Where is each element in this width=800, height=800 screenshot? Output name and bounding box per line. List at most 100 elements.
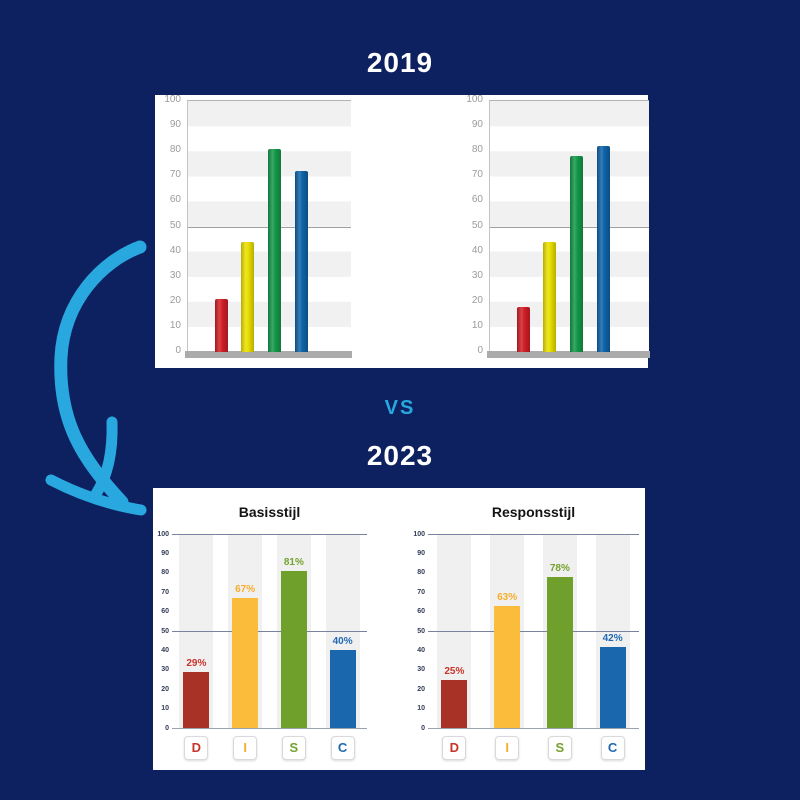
y-tick-label: 50 (161, 627, 169, 635)
plot-area (489, 100, 649, 352)
y-tick-label: 40 (417, 646, 425, 654)
y-tick-label: 100 (413, 530, 425, 538)
y-tick-label: 60 (169, 194, 181, 206)
y-tick-label: 70 (471, 169, 483, 181)
plot-area: 25% 63% 78% 42% (428, 534, 639, 729)
x-axis-baseline (487, 351, 650, 358)
bar-I (232, 598, 259, 728)
plot-area (187, 100, 351, 352)
bar-red (215, 299, 228, 352)
y-tick-label: 20 (417, 685, 425, 693)
y-tick-label: 80 (417, 569, 425, 577)
y-tick-label: 10 (169, 319, 181, 331)
y-tick-label: 60 (471, 194, 483, 206)
bar-column-I: 67% (221, 534, 270, 728)
chart-title: Responsstijl (491, 504, 576, 520)
y-tick-label: 90 (161, 549, 169, 557)
y-tick-label: 20 (169, 294, 181, 306)
bar-S (546, 576, 573, 728)
y-tick-label: 50 (169, 219, 181, 231)
arrow-head-barb-up (90, 416, 118, 500)
y-tick-label: 30 (161, 666, 169, 674)
y-tick-label: 90 (169, 119, 181, 131)
y-tick-label: 70 (161, 588, 169, 596)
bar-column-S: 78% (534, 534, 587, 728)
bar-yellow (241, 241, 254, 352)
y-tick-label: 100 (466, 94, 483, 105)
y-tick-label: 20 (161, 685, 169, 693)
y-axis: 100 90 80 70 60 50 40 30 20 10 0 (155, 95, 183, 368)
category-cell: D (428, 735, 481, 760)
bar-S (280, 570, 307, 728)
y-tick-label: 10 (161, 705, 169, 713)
bar-green (570, 156, 583, 352)
panel-2023-charts: Basisstijl 100 90 80 70 60 50 40 30 20 10 0 29% 67% 81… (153, 488, 645, 770)
heading-2019: 2019 (366, 47, 434, 78)
category-box-D: D (442, 735, 467, 760)
bar-value-label: 29% (186, 657, 207, 669)
y-tick-label: 60 (417, 608, 425, 616)
gridline-50 (172, 631, 367, 632)
y-tick-label: 70 (417, 588, 425, 596)
bar-red (517, 306, 530, 352)
x-axis-line (172, 728, 367, 729)
y-tick-label: 70 (169, 169, 181, 181)
bar-value-label: 42% (602, 632, 623, 644)
y-tick-label: 100 (157, 530, 169, 538)
y-tick-label: 100 (164, 94, 181, 105)
category-box-S: S (281, 735, 306, 760)
y-tick-label: 0 (165, 724, 169, 732)
gridline-50 (428, 631, 639, 632)
y-axis: 100 90 80 70 60 50 40 30 20 10 0 (457, 95, 485, 368)
gridline-100 (428, 534, 639, 535)
panel-2019-charts: 100 90 80 70 60 50 40 30 20 10 0 100 90 80 70 60 50 40 30… (155, 95, 651, 368)
category-cell: S (534, 735, 587, 760)
bar-blue (295, 171, 308, 352)
bar-value-label: 78% (549, 562, 570, 574)
category-cell: D (172, 735, 221, 760)
y-tick-label: 40 (471, 244, 483, 256)
y-tick-label: 0 (175, 345, 181, 356)
y-tick-label: 60 (161, 608, 169, 616)
category-box-D: D (184, 735, 209, 760)
category-box-I: I (233, 735, 258, 760)
bar-yellow (543, 241, 556, 352)
y-tick-label: 50 (417, 627, 425, 635)
category-cell: I (221, 735, 270, 760)
y-tick-label: 10 (417, 705, 425, 713)
x-axis-baseline (185, 351, 352, 358)
y-tick-label: 40 (169, 244, 181, 256)
bar-value-label: 81% (283, 556, 304, 568)
bar-blue (597, 146, 610, 352)
category-box-S: S (547, 735, 572, 760)
vs-label: VS (384, 397, 416, 419)
category-box-I: I (495, 735, 520, 760)
category-cell: I (481, 735, 534, 760)
bar-value-label: 40% (332, 636, 353, 648)
y-tick-label: 30 (417, 666, 425, 674)
chart-2019-right: 100 90 80 70 60 50 40 30 20 10 0 (457, 95, 651, 368)
category-cell: C (586, 735, 639, 760)
y-tick-label: 80 (471, 144, 483, 156)
gridline-50 (490, 226, 649, 228)
heading-2023: 2023 (366, 440, 434, 471)
y-tick-label: 0 (477, 345, 483, 356)
x-axis-line (428, 728, 639, 729)
bar-C (329, 650, 356, 728)
y-tick-label: 30 (169, 269, 181, 281)
y-tick-label: 20 (471, 294, 483, 306)
bar-D (183, 671, 210, 728)
y-tick-label: 80 (161, 569, 169, 577)
plot-area: 29% 67% 81% 40% (172, 534, 367, 729)
curved-arrow-icon (45, 240, 147, 516)
y-tick-label: 50 (471, 219, 483, 231)
y-tick-label: 10 (471, 319, 483, 331)
category-cell: C (318, 735, 367, 760)
bar-value-label: 25% (444, 665, 465, 677)
y-tick-label: 90 (471, 119, 483, 131)
chart-2023-basisstijl: Basisstijl 100 90 80 70 60 50 40 30 20 10 0 29% 67% 81… (155, 488, 369, 770)
y-tick-label: 30 (471, 269, 483, 281)
